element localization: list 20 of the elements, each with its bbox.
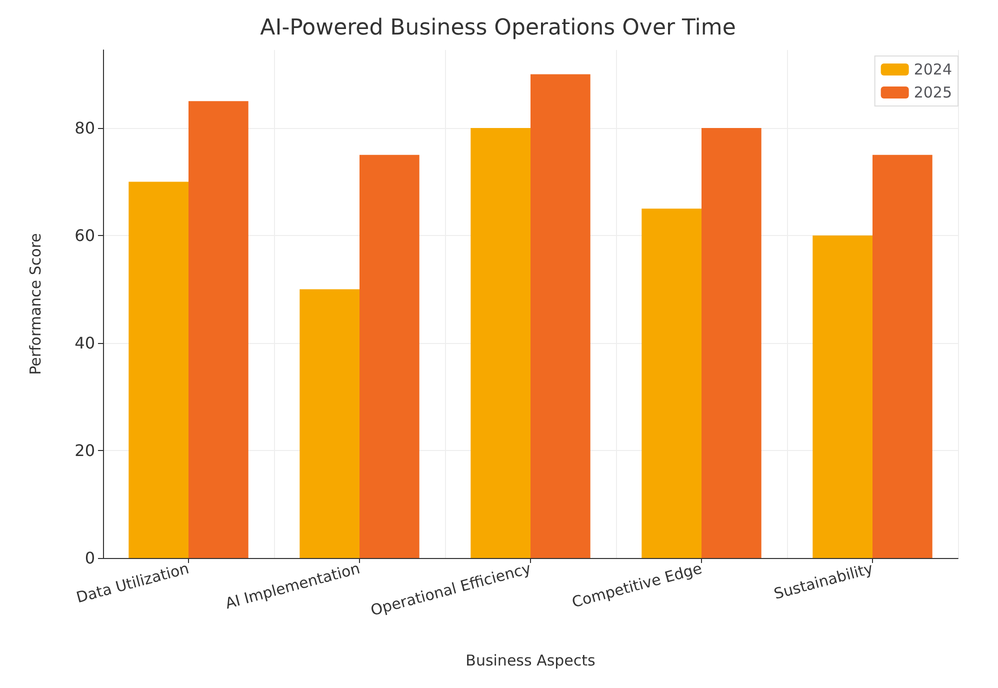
bar (642, 208, 702, 558)
chart-title: AI-Powered Business Operations Over Time (260, 16, 736, 40)
bar (702, 128, 762, 558)
legend-label: 2024 (914, 60, 952, 78)
bar (872, 154, 932, 558)
y-tick-label: 60 (74, 226, 95, 245)
legend-label: 2025 (914, 84, 952, 102)
bar (470, 128, 530, 558)
bar (812, 235, 872, 558)
bar (300, 289, 360, 558)
y-tick-label: 0 (84, 548, 95, 568)
y-axis-title: Performance Score (26, 233, 44, 375)
bar (530, 74, 590, 558)
bar (128, 182, 188, 558)
bar (360, 154, 420, 558)
y-tick-label: 20 (74, 440, 95, 460)
bar (188, 101, 248, 558)
y-tick-label: 80 (74, 118, 95, 138)
x-axis-title: Business Aspects (466, 652, 596, 670)
y-tick-label: 40 (74, 333, 95, 352)
